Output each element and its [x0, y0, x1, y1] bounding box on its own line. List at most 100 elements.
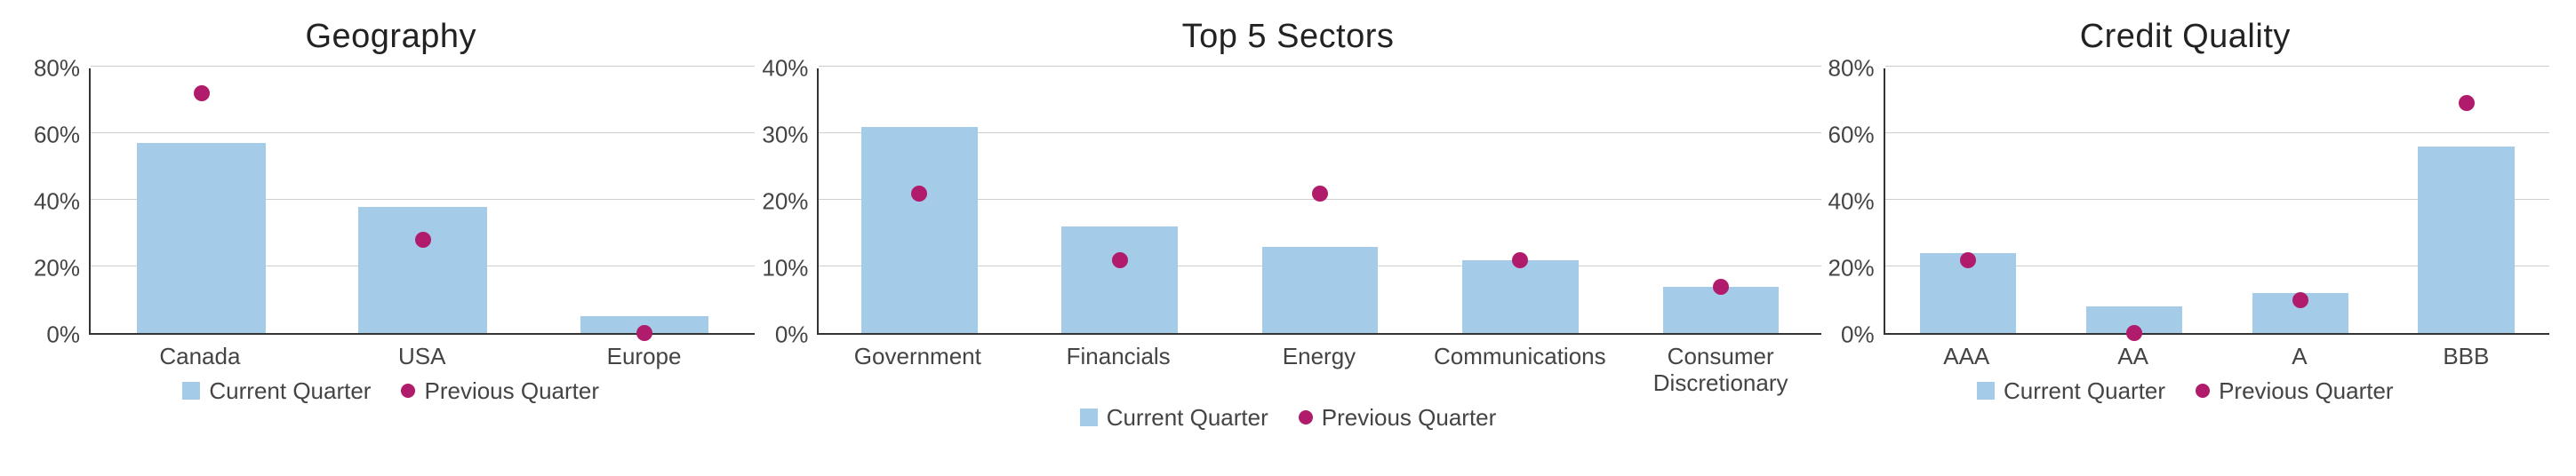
- legend-swatch-bar: [1080, 409, 1098, 426]
- marker-dot: [415, 232, 431, 248]
- x-tick-label: BBB: [2383, 344, 2549, 370]
- bar-slot: [2217, 68, 2383, 333]
- legend-swatch-dot: [2196, 384, 2210, 398]
- chart-panel-geography: Geography 0% 20% 40% 60% 80% CanadaUSAEurope Cu…: [27, 18, 755, 467]
- bar-slot: [2383, 68, 2549, 333]
- bar: [1262, 247, 1379, 334]
- bars-layer: [1885, 68, 2549, 333]
- plot-area: [89, 68, 755, 335]
- y-tick-label: 40%: [1828, 188, 1875, 216]
- y-tick-label: 20%: [1828, 255, 1875, 282]
- marker-dot: [2126, 325, 2142, 341]
- legend-item-previous: Previous Quarter: [401, 377, 599, 405]
- y-tick-label: 40%: [34, 188, 80, 216]
- legend-item-current: Current Quarter: [182, 377, 371, 405]
- marker-dot: [911, 186, 927, 202]
- x-axis: AAAAAABBB: [1884, 344, 2549, 370]
- bar: [1462, 260, 1579, 334]
- x-tick-label: ConsumerDiscretionary: [1620, 344, 1821, 397]
- marker-dot: [1512, 252, 1528, 268]
- x-tick-label: USA: [311, 344, 533, 370]
- chart-title: Credit Quality: [2080, 18, 2291, 56]
- y-tick-label: 60%: [1828, 122, 1875, 149]
- y-axis: 0%20%40%60%80%: [27, 68, 89, 335]
- x-tick-label: Financials: [1018, 344, 1219, 397]
- y-tick-label: 60%: [34, 122, 80, 149]
- chart-panel-credit: Credit Quality0%20%40%60%80%AAAAAABBBCur…: [1821, 18, 2549, 467]
- legend: Current Quarter Previous Quarter: [182, 377, 599, 405]
- legend-label: Current Quarter: [2004, 377, 2165, 405]
- y-tick-label: 40%: [762, 55, 808, 83]
- bar-slot: [533, 68, 755, 333]
- bar: [2418, 147, 2514, 333]
- bar-slot: [1620, 68, 1820, 333]
- legend-item-previous: Previous Quarter: [2196, 377, 2394, 405]
- legend-item-current: Current Quarter: [1080, 404, 1268, 432]
- plot-area: [817, 68, 1820, 335]
- y-axis: 0%10%20%30%40%: [755, 68, 817, 335]
- bar-slot: [819, 68, 1019, 333]
- chart-title: Top 5 Sectors: [1182, 18, 1395, 56]
- x-tick-label: Europe: [533, 344, 756, 370]
- x-tick-label: Communications: [1420, 344, 1620, 397]
- legend: Current Quarter Previous Quarter: [1080, 404, 1497, 432]
- marker-dot: [2292, 292, 2308, 308]
- bar-slot: [91, 68, 312, 333]
- bar-slot: [1020, 68, 1220, 333]
- plot-area: [1884, 68, 2549, 335]
- y-tick-label: 30%: [762, 122, 808, 149]
- bar-slot: [2051, 68, 2217, 333]
- legend-item-previous: Previous Quarter: [1299, 404, 1497, 432]
- legend-label: Current Quarter: [209, 377, 371, 405]
- bar: [1061, 226, 1178, 333]
- gridline: [819, 66, 1820, 67]
- x-tick-label: A: [2216, 344, 2382, 370]
- x-axis-wrap: GovernmentFinancialsEnergyCommunications…: [755, 335, 1820, 397]
- x-tick-label: AA: [2050, 344, 2216, 370]
- x-axis: CanadaUSAEurope: [89, 344, 755, 370]
- marker-dot: [1713, 279, 1729, 295]
- bar: [137, 143, 266, 333]
- y-tick-label: 20%: [34, 255, 80, 282]
- y-axis: 0%20%40%60%80%: [1821, 68, 1884, 335]
- legend: Current Quarter Previous Quarter: [1977, 377, 2394, 405]
- legend-label: Previous Quarter: [2219, 377, 2394, 405]
- marker-dot: [2459, 95, 2475, 111]
- y-tick-label: 0%: [46, 321, 80, 349]
- x-tick-label: Energy: [1219, 344, 1420, 397]
- bar: [861, 127, 978, 334]
- bars-layer: [91, 68, 755, 333]
- x-tick-label: Canada: [89, 344, 311, 370]
- y-tick-label: 10%: [762, 255, 808, 282]
- chart-panel-sectors: Top 5 Sectors 0% 10% 20% 30% 40% GovernmentFin…: [755, 18, 1820, 467]
- bar-slot: [1420, 68, 1620, 333]
- marker-dot: [1312, 186, 1328, 202]
- x-axis-wrap: AAAAAABBB: [1821, 335, 2549, 370]
- bar-slot: [312, 68, 533, 333]
- legend-swatch-bar: [1977, 382, 1995, 400]
- legend-swatch-dot: [1299, 410, 1313, 424]
- y-tick-label: 80%: [34, 55, 80, 83]
- bar: [358, 207, 487, 334]
- y-tick-label: 0%: [775, 321, 809, 349]
- bars-layer: [819, 68, 1820, 333]
- marker-dot: [1960, 252, 1976, 268]
- legend-item-current: Current Quarter: [1977, 377, 2165, 405]
- legend-swatch-bar: [182, 382, 200, 400]
- marker-dot: [1112, 252, 1128, 268]
- x-axis: GovernmentFinancialsEnergyCommunications…: [817, 344, 1820, 397]
- chart-area: 0%20%40%60%80%: [27, 68, 755, 335]
- gridline: [1885, 66, 2549, 67]
- marker-dot: [636, 325, 652, 341]
- chart-title: Geography: [305, 18, 476, 56]
- bar-slot: [1885, 68, 2052, 333]
- legend-label: Previous Quarter: [424, 377, 599, 405]
- legend-label: Previous Quarter: [1322, 404, 1497, 432]
- y-tick-label: 0%: [1841, 321, 1875, 349]
- chart-area: 0%20%40%60%80%: [1821, 68, 2549, 335]
- bar-slot: [1220, 68, 1420, 333]
- legend-swatch-dot: [401, 384, 415, 398]
- marker-dot: [194, 85, 210, 101]
- x-tick-label: AAA: [1884, 344, 2050, 370]
- y-tick-label: 20%: [762, 188, 808, 216]
